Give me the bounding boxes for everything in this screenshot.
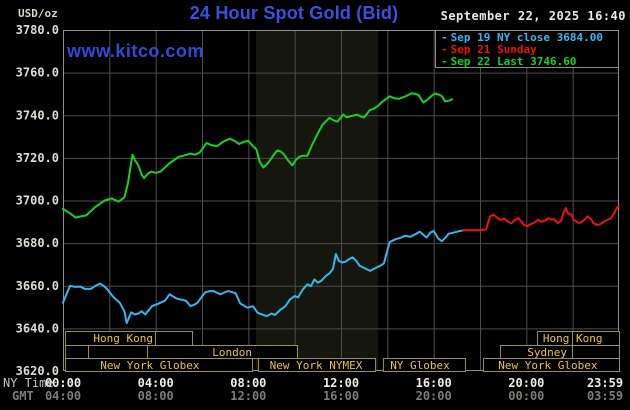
x-axis-label-ny-time: NY Time bbox=[3, 376, 54, 390]
session-label: Sydney bbox=[527, 346, 567, 359]
x-axis-tick-ny: 00:00 bbox=[45, 376, 81, 390]
y-axis-tick: 3760.0 bbox=[16, 66, 59, 80]
legend-marker: - bbox=[441, 31, 448, 44]
session-box bbox=[571, 345, 621, 359]
chart-title: 24 Hour Spot Gold (Bid) bbox=[189, 3, 399, 23]
chart-legend: - Sep 19 NY close 3684.00- Sep 21 Sunday - S… bbox=[435, 31, 618, 68]
session-label: London bbox=[212, 346, 252, 359]
session-box bbox=[258, 358, 377, 372]
x-axis-tick-gmt: 12:00 bbox=[230, 389, 266, 403]
price-line-sep19-ny-close bbox=[62, 229, 465, 324]
session-box bbox=[88, 345, 149, 359]
x-axis-tick-gmt: 20:00 bbox=[416, 389, 452, 403]
session-label: Hong Kong bbox=[543, 332, 603, 345]
x-axis-tick-ny: 23:59 bbox=[587, 376, 623, 390]
price-line-sep21-sunday bbox=[462, 204, 620, 232]
session-box bbox=[65, 345, 90, 359]
y-axis-unit-label: USD/oz bbox=[18, 7, 58, 20]
session-box bbox=[65, 358, 254, 372]
session-label: New York NYMEX bbox=[270, 359, 363, 372]
y-axis-tick: 3700.0 bbox=[16, 194, 59, 208]
x-axis-tick-gmt: 04:00 bbox=[45, 389, 81, 403]
session-label: NY Globex bbox=[390, 359, 450, 372]
y-axis-tick: 3720.0 bbox=[16, 151, 59, 165]
session-box bbox=[382, 358, 466, 372]
session-box bbox=[154, 331, 194, 346]
chart-timestamp: September 22, 2025 16:40 bbox=[440, 9, 626, 23]
legend-item: - Sep 21 Sunday bbox=[441, 44, 618, 56]
x-axis-tick-gmt: 00:00 bbox=[508, 389, 544, 403]
x-axis-tick-gmt: 08:00 bbox=[138, 389, 174, 403]
kitco-watermark: www.kitco.com bbox=[67, 41, 204, 61]
y-axis-tick: 3640.0 bbox=[16, 321, 59, 335]
y-axis-tick: 3740.0 bbox=[16, 108, 59, 122]
legend-label: Sep 22 Last 3746.60 bbox=[450, 55, 577, 68]
x-axis-tick-gmt: 16:00 bbox=[323, 389, 359, 403]
legend-item: - Sep 22 Last 3746.60 bbox=[441, 56, 618, 68]
x-axis-tick-gmt: 03:59 bbox=[587, 389, 623, 403]
legend-marker: - bbox=[441, 43, 448, 56]
legend-marker: - bbox=[441, 55, 448, 68]
x-axis-tick-ny: 12:00 bbox=[323, 376, 359, 390]
y-axis-tick: 3680.0 bbox=[16, 236, 59, 250]
x-axis-tick-ny: 16:00 bbox=[416, 376, 452, 390]
x-axis-tick-ny: 04:00 bbox=[138, 376, 174, 390]
x-axis-label-gmt: GMT bbox=[12, 389, 34, 403]
x-axis-tick-ny: 08:00 bbox=[230, 376, 266, 390]
y-axis-tick: 3780.0 bbox=[16, 23, 59, 37]
x-axis-tick-ny: 20:00 bbox=[508, 376, 544, 390]
price-line-sep22-today bbox=[62, 92, 454, 219]
y-axis-tick: 3620.0 bbox=[16, 364, 59, 378]
legend-label: Sep 21 Sunday bbox=[450, 43, 537, 56]
session-label: New York Globex bbox=[100, 359, 200, 372]
y-axis-tick: 3660.0 bbox=[16, 279, 59, 293]
session-label: New York Globex bbox=[498, 359, 598, 372]
session-label: Hong Kong bbox=[93, 332, 153, 345]
session-box bbox=[483, 358, 620, 372]
legend-item: - Sep 19 NY close 3684.00 bbox=[441, 32, 618, 44]
legend-label: Sep 19 NY close 3684.00 bbox=[450, 31, 603, 44]
